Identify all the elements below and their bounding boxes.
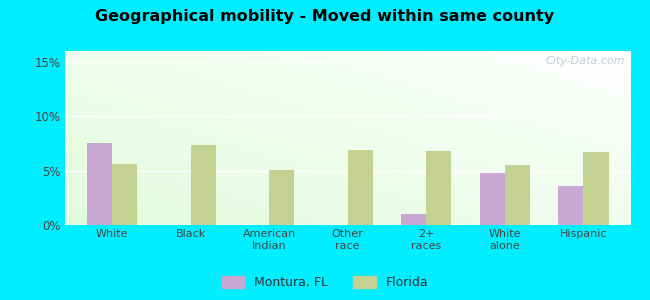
Bar [558, 186, 584, 225]
Legend: Montura, FL, Florida: Montura, FL, Florida [216, 271, 434, 294]
Text: Geographical mobility - Moved within same county: Geographical mobility - Moved within sam… [96, 9, 554, 24]
Bar [348, 150, 373, 225]
Bar [112, 164, 137, 225]
Bar [87, 143, 112, 225]
Text: City-Data.com: City-Data.com [545, 56, 625, 66]
Bar [584, 152, 608, 225]
Bar [401, 214, 426, 225]
Bar [269, 169, 294, 225]
Bar [190, 145, 216, 225]
Bar [426, 151, 452, 225]
Bar [480, 173, 505, 225]
Bar [505, 165, 530, 225]
